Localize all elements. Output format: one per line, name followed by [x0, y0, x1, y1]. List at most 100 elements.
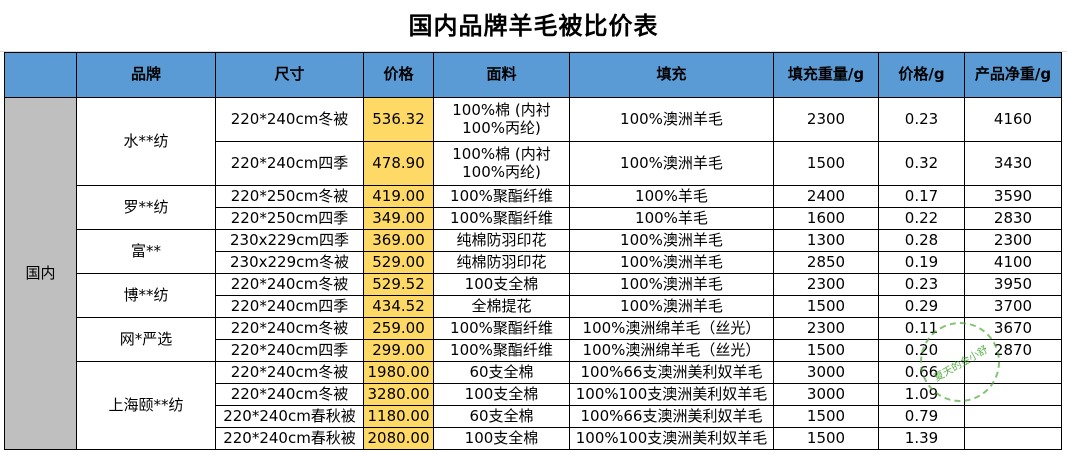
brand-cell[interactable]: 上海颐**纺 — [76, 361, 216, 450]
fill-weight-cell[interactable]: 1600 — [773, 207, 879, 230]
header-cell[interactable]: 价格 — [363, 52, 434, 98]
net-weight-cell[interactable] — [964, 405, 1062, 428]
price-per-gram-cell[interactable]: 0.66 — [878, 361, 965, 384]
brand-cell[interactable]: 富** — [76, 229, 216, 274]
net-weight-cell[interactable] — [964, 361, 1062, 384]
fill-weight-cell[interactable]: 1500 — [773, 427, 879, 450]
net-weight-cell[interactable]: 2830 — [964, 207, 1062, 230]
size-cell[interactable]: 220*240cm冬被 — [215, 317, 364, 340]
price-per-gram-cell[interactable]: 0.28 — [878, 229, 965, 252]
fill-cell[interactable]: 100%羊毛 — [569, 185, 774, 208]
size-cell[interactable]: 230x229cm四季 — [215, 229, 364, 252]
price-per-gram-cell[interactable]: 0.32 — [878, 141, 965, 186]
size-cell[interactable]: 220*240cm冬被 — [215, 273, 364, 296]
header-cell[interactable]: 尺寸 — [215, 52, 364, 98]
price-cell[interactable]: 536.32 — [363, 97, 434, 142]
price-cell[interactable]: 529.52 — [363, 273, 434, 296]
fill-weight-cell[interactable]: 2300 — [773, 97, 879, 142]
fill-weight-cell[interactable]: 2300 — [773, 273, 879, 296]
fabric-cell[interactable]: 60支全棉 — [433, 361, 570, 384]
net-weight-cell[interactable]: 3430 — [964, 141, 1062, 186]
fabric-cell[interactable]: 100支全棉 — [433, 273, 570, 296]
fabric-cell[interactable]: 100%聚酯纤维 — [433, 185, 570, 208]
fill-cell[interactable]: 100%100支澳洲美利奴羊毛 — [569, 383, 774, 406]
size-cell[interactable]: 220*240cm四季 — [215, 339, 364, 362]
price-per-gram-cell[interactable]: 0.19 — [878, 251, 965, 274]
price-per-gram-cell[interactable]: 0.11 — [878, 317, 965, 340]
fill-weight-cell[interactable]: 3000 — [773, 383, 879, 406]
fill-cell[interactable]: 100%澳洲羊毛 — [569, 273, 774, 296]
brand-cell[interactable]: 罗**纺 — [76, 185, 216, 230]
fill-cell[interactable]: 100%澳洲羊毛 — [569, 251, 774, 274]
fabric-cell[interactable]: 纯棉防羽印花 — [433, 251, 570, 274]
fill-cell[interactable]: 100%66支澳洲美利奴羊毛 — [569, 405, 774, 428]
price-cell[interactable]: 259.00 — [363, 317, 434, 340]
price-cell[interactable]: 349.00 — [363, 207, 434, 230]
header-cell[interactable]: 填充 — [569, 52, 774, 98]
fabric-cell[interactable]: 100支全棉 — [433, 383, 570, 406]
price-cell[interactable]: 369.00 — [363, 229, 434, 252]
size-cell[interactable]: 220*240cm四季 — [215, 295, 364, 318]
size-cell[interactable]: 220*240cm春秋被 — [215, 427, 364, 450]
fill-weight-cell[interactable]: 1500 — [773, 405, 879, 428]
fill-weight-cell[interactable]: 1500 — [773, 295, 879, 318]
header-cell[interactable]: 产品净重/g — [964, 52, 1062, 98]
price-per-gram-cell[interactable]: 1.39 — [878, 427, 965, 450]
header-cell[interactable]: 品牌 — [76, 52, 216, 98]
fill-weight-cell[interactable]: 3000 — [773, 361, 879, 384]
size-cell[interactable]: 220*250cm冬被 — [215, 185, 364, 208]
size-cell[interactable]: 230x229cm冬被 — [215, 251, 364, 274]
fill-weight-cell[interactable]: 1300 — [773, 229, 879, 252]
fill-cell[interactable]: 100%澳洲羊毛 — [569, 295, 774, 318]
price-per-gram-cell[interactable]: 0.20 — [878, 339, 965, 362]
fill-cell[interactable]: 100%澳洲羊毛 — [569, 229, 774, 252]
price-per-gram-cell[interactable]: 0.22 — [878, 207, 965, 230]
fabric-cell[interactable]: 100%聚酯纤维 — [433, 317, 570, 340]
size-cell[interactable]: 220*240cm春秋被 — [215, 405, 364, 428]
fabric-cell[interactable]: 100%棉 (内衬100%丙纶) — [433, 97, 570, 142]
price-cell[interactable]: 299.00 — [363, 339, 434, 362]
fabric-cell[interactable]: 纯棉防羽印花 — [433, 229, 570, 252]
net-weight-cell[interactable]: 3590 — [964, 185, 1062, 208]
net-weight-cell[interactable] — [964, 427, 1062, 450]
region-cell[interactable]: 国内 — [4, 97, 77, 450]
net-weight-cell[interactable]: 4160 — [964, 97, 1062, 142]
fabric-cell[interactable]: 60支全棉 — [433, 405, 570, 428]
price-cell[interactable]: 1180.00 — [363, 405, 434, 428]
fabric-cell[interactable]: 100%聚酯纤维 — [433, 207, 570, 230]
price-cell[interactable]: 529.00 — [363, 251, 434, 274]
fill-cell[interactable]: 100%澳洲绵羊毛（丝光） — [569, 317, 774, 340]
price-per-gram-cell[interactable]: 1.09 — [878, 383, 965, 406]
price-cell[interactable]: 2080.00 — [363, 427, 434, 450]
size-cell[interactable]: 220*240cm四季 — [215, 141, 364, 186]
header-cell[interactable]: 价格/g — [878, 52, 965, 98]
net-weight-cell[interactable] — [964, 383, 1062, 406]
brand-cell[interactable]: 网*严选 — [76, 317, 216, 362]
header-cell[interactable]: 填充重量/g — [773, 52, 879, 98]
net-weight-cell[interactable]: 3670 — [964, 317, 1062, 340]
fill-cell[interactable]: 100%澳洲羊毛 — [569, 97, 774, 142]
price-per-gram-cell[interactable]: 0.23 — [878, 273, 965, 296]
size-cell[interactable]: 220*240cm冬被 — [215, 97, 364, 142]
fill-weight-cell[interactable]: 2850 — [773, 251, 879, 274]
fill-cell[interactable]: 100%澳洲绵羊毛（丝光） — [569, 339, 774, 362]
net-weight-cell[interactable]: 2870 — [964, 339, 1062, 362]
fill-weight-cell[interactable]: 2300 — [773, 317, 879, 340]
brand-cell[interactable]: 水**纺 — [76, 97, 216, 186]
fill-weight-cell[interactable]: 1500 — [773, 141, 879, 186]
price-cell[interactable]: 419.00 — [363, 185, 434, 208]
net-weight-cell[interactable]: 3700 — [964, 295, 1062, 318]
price-per-gram-cell[interactable]: 0.29 — [878, 295, 965, 318]
price-cell[interactable]: 1980.00 — [363, 361, 434, 384]
net-weight-cell[interactable]: 4100 — [964, 251, 1062, 274]
net-weight-cell[interactable]: 2300 — [964, 229, 1062, 252]
fill-weight-cell[interactable]: 2400 — [773, 185, 879, 208]
fill-cell[interactable]: 100%66支澳洲美利奴羊毛 — [569, 361, 774, 384]
fill-cell[interactable]: 100%100支澳洲美利奴羊毛 — [569, 427, 774, 450]
header-cell[interactable] — [4, 52, 77, 98]
price-cell[interactable]: 434.52 — [363, 295, 434, 318]
fill-weight-cell[interactable]: 1500 — [773, 339, 879, 362]
size-cell[interactable]: 220*240cm冬被 — [215, 361, 364, 384]
fabric-cell[interactable]: 100支全棉 — [433, 427, 570, 450]
fabric-cell[interactable]: 全棉提花 — [433, 295, 570, 318]
